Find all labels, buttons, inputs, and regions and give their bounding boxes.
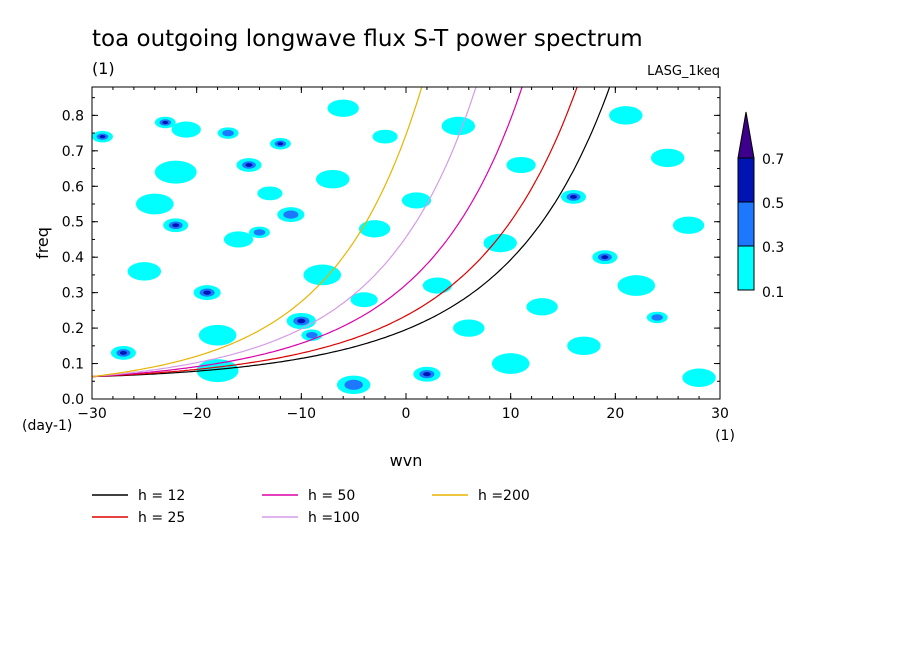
power-blob-core: [651, 314, 663, 321]
colorbar-triangle: [737, 111, 755, 159]
colorbar: 0.1 0.3 0.5 0.7: [737, 111, 784, 301]
power-blob: [257, 186, 283, 201]
y-tick-label: 0.4: [62, 250, 84, 266]
x-axis-unit: (1): [715, 428, 735, 444]
dispersion-curve: [92, 87, 423, 378]
y-tick-label: 0.5: [62, 215, 84, 231]
legend-label: h = 12: [138, 488, 185, 504]
x-tick-label: 30: [711, 406, 729, 422]
axis-ticks: −30 −20 −10 0 10 20 30 0.0 0.1 0.2 0.3 0.4 0.5 0.6 0.7…: [62, 87, 729, 422]
legend-label: h = 50: [308, 488, 355, 504]
power-blob-peak: [203, 290, 211, 295]
y-tick-label: 0.2: [62, 321, 84, 337]
x-tick-label: 0: [402, 406, 411, 422]
power-blob-peak: [601, 255, 609, 260]
power-blob: [483, 233, 517, 253]
x-tick-label: 20: [606, 406, 624, 422]
power-blob: [682, 368, 716, 387]
dispersion-curve: [92, 87, 578, 378]
y-tick-label: 0.3: [62, 286, 84, 302]
power-blob: [617, 275, 656, 296]
power-blob-core: [222, 129, 234, 137]
colorbar-label: 0.1: [762, 285, 784, 301]
power-blob: [453, 319, 485, 337]
power-blob: [401, 192, 432, 209]
power-blob: [422, 277, 453, 294]
y-tick-label: 0.0: [62, 392, 84, 408]
x-tick-label: −20: [182, 406, 212, 422]
dispersion-curve: [92, 87, 611, 378]
power-blob: [154, 160, 197, 184]
power-blob: [491, 353, 530, 374]
power-blob-core: [253, 229, 266, 236]
power-blob-peak: [569, 194, 577, 199]
power-blob: [350, 292, 378, 308]
power-blob: [506, 156, 536, 174]
power-blob: [315, 169, 350, 189]
power-blob: [358, 220, 391, 238]
power-blob: [650, 148, 685, 168]
power-blob-core: [306, 332, 318, 339]
power-contours: [92, 99, 716, 395]
power-blob: [198, 324, 237, 346]
power-blob-peak: [277, 142, 284, 146]
title-unit: (1): [92, 59, 115, 78]
legend-label: h =200: [478, 488, 530, 504]
power-blob: [303, 264, 342, 286]
power-blob: [171, 121, 201, 138]
power-blob-peak: [297, 318, 306, 324]
power-blob-peak: [172, 223, 180, 228]
power-blob-peak: [245, 163, 253, 167]
power-blob: [441, 116, 476, 136]
dispersion-curve: [92, 87, 523, 378]
power-blob: [223, 231, 254, 248]
dispersion-curve: [92, 87, 477, 378]
dispersion-curves: [92, 87, 611, 378]
power-blob: [372, 129, 398, 144]
power-blob: [135, 193, 174, 215]
power-blob-peak: [99, 135, 106, 139]
dataset-label: LASG_1keq: [647, 64, 720, 79]
colorbar-label: 0.5: [762, 196, 784, 212]
legend: h = 12 h = 25 h = 50 h =100 h =200: [92, 488, 530, 526]
colorbar-label: 0.7: [762, 152, 784, 168]
y-tick-label: 0.7: [62, 144, 84, 160]
legend-label: h =100: [308, 510, 360, 526]
x-tick-label: 10: [502, 406, 520, 422]
power-blob: [526, 298, 558, 316]
power-blob-peak: [119, 350, 127, 355]
power-blob-peak: [162, 120, 169, 125]
legend-label: h = 25: [138, 510, 185, 526]
power-blob: [567, 336, 601, 356]
power-blob: [672, 216, 705, 234]
y-tick-label: 0.6: [62, 179, 84, 195]
power-blob: [327, 99, 359, 117]
x-axis-label: wvn: [390, 451, 423, 470]
y-axis-unit: (day-1): [22, 418, 72, 434]
power-blob-core: [344, 379, 363, 390]
power-blob: [127, 262, 162, 281]
power-blob: [609, 106, 643, 125]
y-axis-label: freq: [33, 227, 52, 259]
power-blob-peak: [423, 372, 431, 377]
colorbar-segment: [737, 201, 755, 247]
y-tick-label: 0.8: [62, 108, 84, 124]
colorbar-label: 0.3: [762, 240, 784, 256]
x-tick-label: −30: [77, 406, 107, 422]
x-tick-label: −10: [287, 406, 317, 422]
colorbar-segment: [737, 245, 755, 291]
colorbar-segment: [737, 157, 755, 203]
power-blob-core: [283, 210, 299, 219]
chart-title: toa outgoing longwave flux S-T power spe…: [92, 26, 643, 52]
y-tick-label: 0.1: [62, 357, 84, 373]
